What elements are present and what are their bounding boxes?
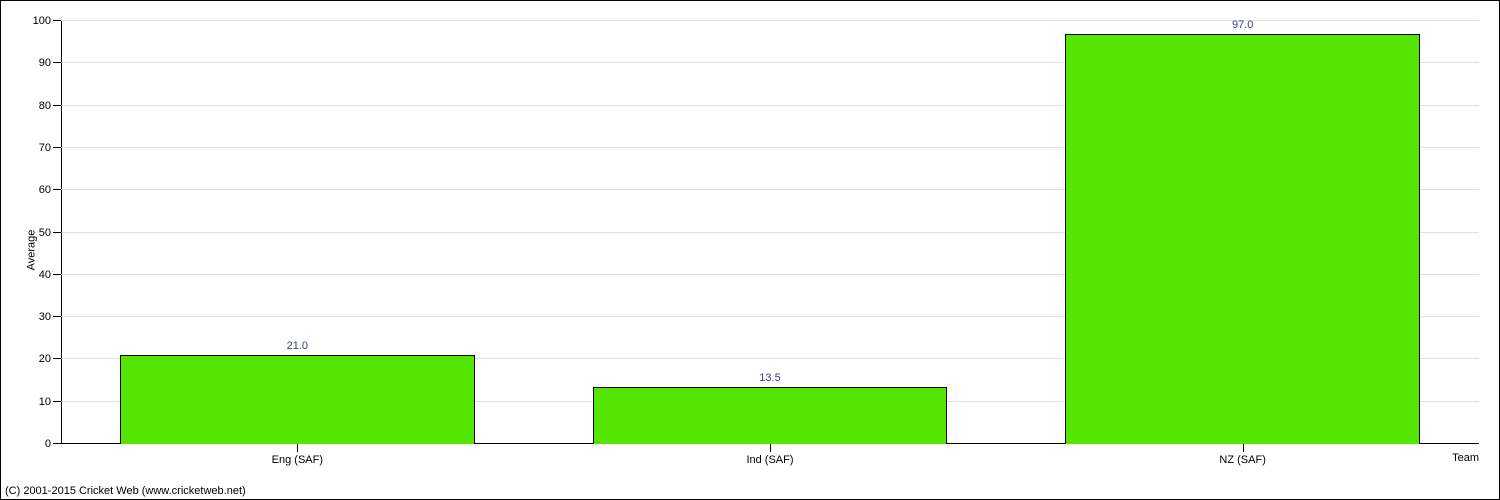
x-tick	[770, 444, 771, 452]
y-tick-label: 80	[39, 100, 51, 112]
y-tick-label: 30	[39, 311, 51, 323]
y-tick	[53, 147, 61, 148]
x-tick-label: Eng (SAF)	[272, 454, 323, 466]
y-tick-label: 20	[39, 353, 51, 365]
y-tick-label: 70	[39, 142, 51, 154]
x-tick-label: NZ (SAF)	[1219, 454, 1265, 466]
y-tick-label: 60	[39, 184, 51, 196]
bar: 97.0	[1065, 34, 1420, 444]
x-tick	[1243, 444, 1244, 452]
y-tick-label: 50	[39, 227, 51, 239]
y-tick	[53, 20, 61, 21]
bar: 13.5	[593, 387, 948, 444]
y-axis-line	[61, 21, 62, 444]
y-tick	[53, 401, 61, 402]
x-tick-label: Ind (SAF)	[746, 454, 793, 466]
y-tick-label: 100	[33, 15, 51, 27]
y-tick	[53, 316, 61, 317]
y-tick	[53, 189, 61, 190]
y-tick-label: 40	[39, 269, 51, 281]
y-tick	[53, 443, 61, 444]
y-tick	[53, 358, 61, 359]
bar-value-label: 13.5	[759, 372, 780, 384]
y-tick-label: 10	[39, 396, 51, 408]
y-tick-label: 0	[45, 438, 51, 450]
x-axis-title: Team	[1452, 452, 1479, 464]
plot-area: 21.013.597.0 Eng (SAF)Ind (SAF)NZ (SAF) …	[61, 21, 1479, 444]
y-tick	[53, 62, 61, 63]
y-tick	[53, 232, 61, 233]
bar: 21.0	[120, 355, 475, 444]
y-axis-title: Average	[25, 230, 37, 271]
y-tick	[53, 274, 61, 275]
y-gridline	[61, 20, 1479, 21]
y-tick-label: 90	[39, 57, 51, 69]
bar-value-label: 21.0	[287, 340, 308, 352]
x-tick	[297, 444, 298, 452]
y-tick	[53, 105, 61, 106]
bar-value-label: 97.0	[1232, 19, 1253, 31]
copyright-text: (C) 2001-2015 Cricket Web (www.cricketwe…	[5, 485, 246, 497]
chart-container: 21.013.597.0 Eng (SAF)Ind (SAF)NZ (SAF) …	[0, 0, 1500, 500]
